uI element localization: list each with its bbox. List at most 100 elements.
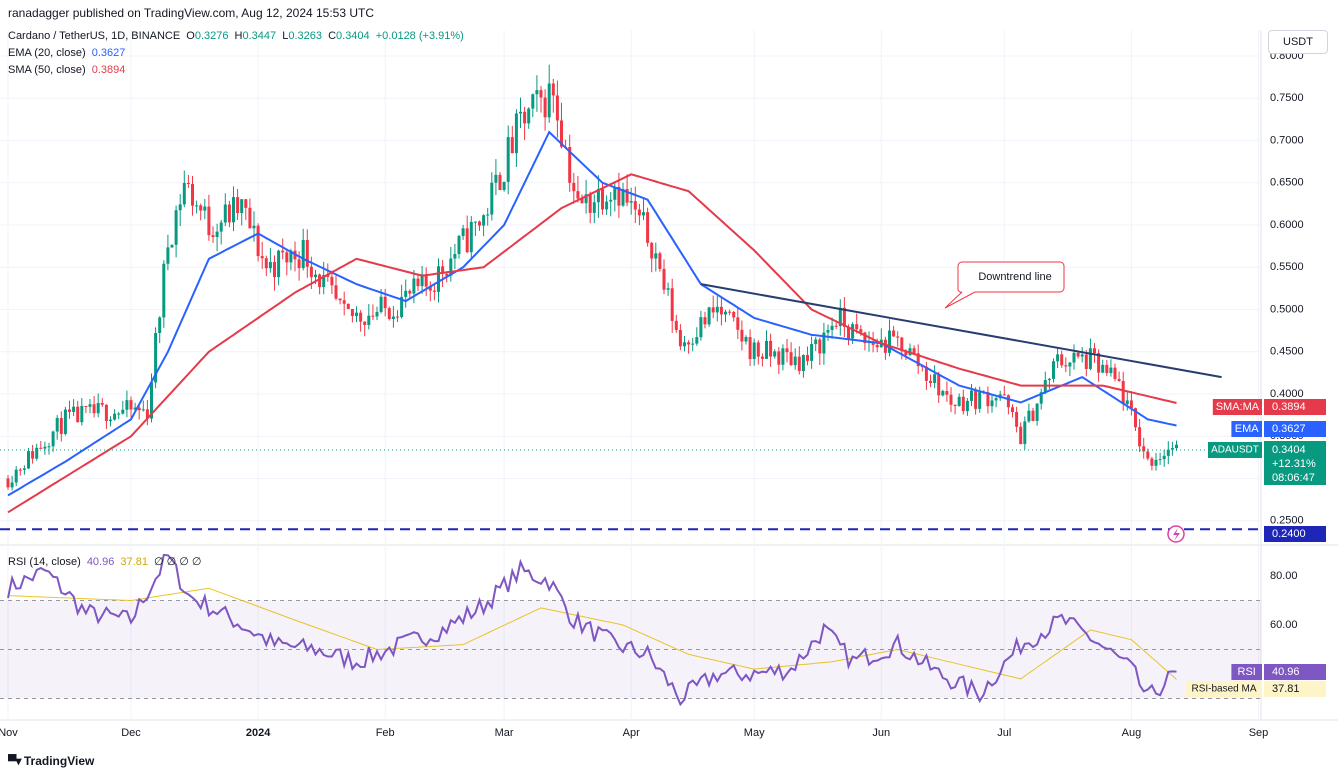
candle xyxy=(383,296,387,309)
candle xyxy=(646,212,650,243)
candle xyxy=(896,336,900,338)
candle xyxy=(379,296,383,312)
candle xyxy=(929,380,932,384)
candle xyxy=(72,406,76,412)
candle xyxy=(166,247,170,264)
candle xyxy=(498,174,502,190)
candle xyxy=(814,339,818,345)
currency-button[interactable]: USDT xyxy=(1268,30,1328,54)
candle xyxy=(1162,455,1166,460)
candle xyxy=(1121,380,1125,405)
rsi-badge[interactable]: RSI 40.96 xyxy=(1231,664,1326,680)
ema-badge[interactable]: EMA 0.3627 xyxy=(1231,421,1326,437)
candle xyxy=(191,183,194,206)
candle xyxy=(96,403,100,414)
price-badge-change: +12.31% xyxy=(1272,458,1316,470)
candle xyxy=(47,446,51,448)
candle xyxy=(822,332,826,354)
candle xyxy=(830,325,834,331)
candle xyxy=(740,329,744,342)
candle xyxy=(1039,392,1043,404)
candle xyxy=(691,343,695,345)
candle xyxy=(617,186,621,206)
candle xyxy=(350,308,354,317)
rsi-ma-badge[interactable]: RSI-based MA 37.81 xyxy=(1186,681,1326,697)
candle xyxy=(211,235,215,237)
time-tick-label: Feb xyxy=(376,727,395,739)
candle xyxy=(162,263,166,318)
ema-legend-value: 0.3627 xyxy=(91,47,126,59)
candle xyxy=(945,391,949,395)
time-tick-label: Jul xyxy=(997,727,1011,739)
candle xyxy=(765,340,768,359)
rsi-badge-value: 40.96 xyxy=(1272,666,1300,678)
price-tick-label: 0.6500 xyxy=(1270,177,1304,189)
candle xyxy=(367,315,371,325)
candle xyxy=(174,210,178,245)
candle xyxy=(892,330,896,337)
candle xyxy=(154,332,158,383)
candle xyxy=(625,188,629,203)
candle xyxy=(109,419,112,422)
candle xyxy=(104,404,108,422)
candle xyxy=(400,296,404,318)
candle xyxy=(1158,459,1162,461)
callout-box[interactable] xyxy=(944,261,1065,309)
candle xyxy=(18,469,22,471)
symbol-title[interactable]: Cardano / TetherUS, 1D, BINANCE xyxy=(8,30,181,42)
ema-20-series xyxy=(7,130,1177,497)
candle xyxy=(59,418,63,434)
downtrend-annotation-label: Downtrend line xyxy=(978,271,1051,283)
price-tick-label: 0.4500 xyxy=(1270,346,1304,358)
sma-legend-value: 0.3894 xyxy=(91,64,126,76)
rsi-badge-label: RSI xyxy=(1238,666,1256,678)
candle xyxy=(461,228,465,236)
candle xyxy=(941,391,945,396)
candle xyxy=(113,413,117,420)
sma-badge-label-bg xyxy=(1212,399,1262,415)
candle xyxy=(469,221,473,253)
candle xyxy=(63,409,67,434)
downtrend-line xyxy=(700,283,1222,379)
candle xyxy=(633,201,637,210)
rsi-ma-value-bg xyxy=(1264,681,1326,697)
candle xyxy=(974,390,978,409)
support-badge[interactable]: 0.2400 xyxy=(1264,526,1326,542)
candle xyxy=(359,312,363,322)
candle xyxy=(609,199,613,202)
candle xyxy=(539,90,543,98)
trendline-segment[interactable] xyxy=(700,283,1222,379)
candle xyxy=(933,374,937,384)
price-badge[interactable]: ADAUSDT 0.3404 +12.31% 08:06:47 xyxy=(1208,441,1326,485)
price-badge-label-bg xyxy=(1208,442,1262,458)
publisher-info: ranadagger published on TradingView.com,… xyxy=(8,6,375,20)
sma-badge[interactable]: SMA:MA 0.3894 xyxy=(1212,399,1326,415)
price-tick-label: 0.4000 xyxy=(1270,388,1304,400)
sma-legend-label: SMA (50, close) xyxy=(8,64,86,76)
candle xyxy=(629,201,633,203)
candle xyxy=(404,290,408,297)
candle xyxy=(781,348,785,365)
candle xyxy=(240,199,244,214)
lightning-icon[interactable] xyxy=(1167,525,1185,543)
rsi-legend[interactable]: RSI (14, close) 40.96 37.81 ∅ ∅ ∅ ∅ xyxy=(8,555,205,568)
candle xyxy=(1031,410,1035,421)
candle xyxy=(494,174,498,183)
lightning-icon-bolt xyxy=(1173,528,1180,541)
candle xyxy=(576,191,580,199)
ema-legend[interactable]: EMA (20, close) 0.3627 xyxy=(8,47,128,59)
candle xyxy=(264,258,268,269)
candle xyxy=(519,111,522,114)
candle xyxy=(900,337,904,352)
candle xyxy=(961,396,965,412)
price-tick-label: 0.5000 xyxy=(1270,303,1304,315)
ema-badge-value-bg xyxy=(1264,421,1326,437)
candle xyxy=(1105,364,1109,374)
sma-legend[interactable]: SMA (50, close) 0.3894 xyxy=(8,64,128,76)
ohlc-change: +0.0128 (+3.91%) xyxy=(375,30,464,42)
price-tick-label: 0.5500 xyxy=(1270,261,1304,273)
candle xyxy=(207,206,211,236)
candle xyxy=(412,278,416,294)
candle xyxy=(35,447,39,459)
